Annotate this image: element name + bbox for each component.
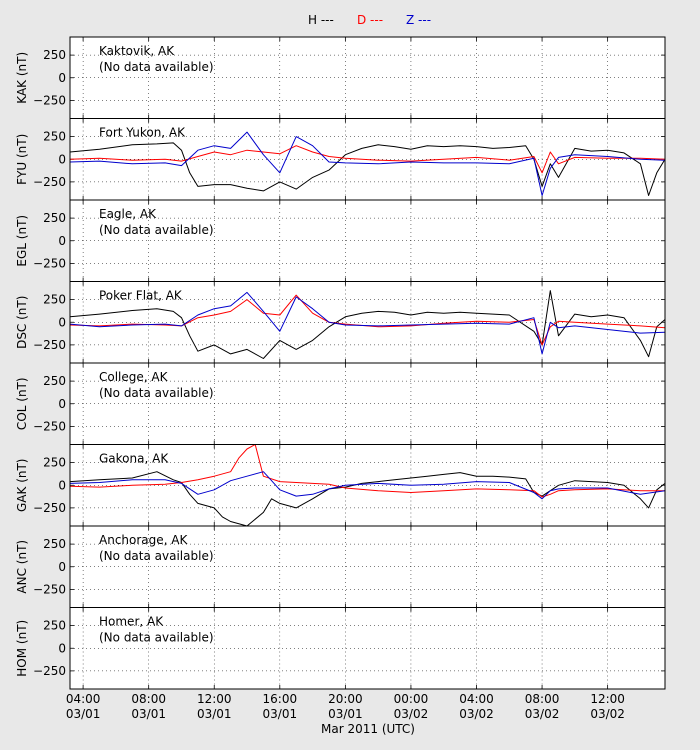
y-axis-label: COL (nT) — [15, 377, 29, 430]
series-group — [70, 290, 665, 359]
x-tick-label-time: 12:00 — [197, 692, 232, 706]
legend-z-label: Z --- — [406, 13, 431, 27]
x-tick-label-date: 03/02 — [525, 707, 560, 721]
x-tick-label-time: 00:00 — [394, 692, 429, 706]
panel: −250 0 250 College, AK (No data available) CO… — [15, 362, 666, 445]
series-line — [70, 145, 665, 174]
y-tick-label: −250 — [33, 338, 66, 352]
panel: −250 0 250 Homer, AK (No data available) HOM … — [15, 607, 666, 690]
station-label: College, AK — [99, 370, 169, 384]
y-tick-label: 250 — [43, 48, 66, 62]
y-tick-label: 250 — [43, 130, 66, 144]
station-label: Kaktovik, AK — [99, 44, 175, 58]
y-axis-label: GAK (nT) — [15, 459, 29, 513]
x-tick-label-date: 03/02 — [459, 707, 494, 721]
y-tick-label: 250 — [43, 374, 66, 388]
y-tick-label: −250 — [33, 175, 66, 189]
panel-background — [70, 37, 665, 119]
y-tick-label: 250 — [43, 456, 66, 470]
y-tick-label: −250 — [33, 501, 66, 515]
legend-h-label: H --- — [308, 13, 334, 27]
y-tick-label: 0 — [58, 71, 66, 85]
panel: −250 0 250 Kaktovik, AK (No data available) K… — [15, 36, 666, 119]
y-tick-label: 250 — [43, 537, 66, 551]
station-label: Poker Flat, AK — [99, 289, 183, 303]
series-line — [70, 142, 665, 196]
panels: −250 0 250 Kaktovik, AK (No data available) K… — [15, 36, 666, 690]
y-tick-label: −250 — [33, 664, 66, 678]
y-axis-label: ANC (nT) — [15, 540, 29, 594]
y-tick-label: 250 — [43, 293, 66, 307]
y-axis-label: EGL (nT) — [15, 215, 29, 267]
y-tick-label: 0 — [58, 641, 66, 655]
x-tick-label-date: 03/01 — [328, 707, 363, 721]
no-data-note: (No data available) — [99, 386, 214, 400]
panel: −250 0 250 Fort Yukon, AK FYU (nT) — [15, 118, 666, 201]
y-tick-label: 0 — [58, 560, 66, 574]
y-axis-label: HOM (nT) — [15, 620, 29, 677]
x-tick-label-date: 03/01 — [263, 707, 298, 721]
x-tick-label-date: 03/02 — [394, 707, 429, 721]
x-tick-label-date: 03/01 — [66, 707, 101, 721]
x-axis-label: Mar 2011 (UTC) — [321, 722, 415, 736]
y-tick-label: 0 — [58, 478, 66, 492]
series-group — [70, 444, 665, 526]
x-tick-label-time: 04:00 — [459, 692, 494, 706]
station-label: Homer, AK — [99, 615, 164, 629]
y-tick-label: 0 — [58, 234, 66, 248]
y-tick-label: 0 — [58, 397, 66, 411]
panel-background — [70, 444, 665, 526]
x-tick-label-date: 03/01 — [131, 707, 166, 721]
panel-background — [70, 607, 665, 689]
legend-d-label: D --- — [357, 13, 383, 27]
legend: H --- D --- Z --- — [308, 13, 431, 27]
series-line — [70, 290, 665, 359]
x-tick-label-time: 12:00 — [590, 692, 625, 706]
y-tick-label: −250 — [33, 419, 66, 433]
series-line — [70, 444, 665, 498]
station-label: Gakona, AK — [99, 452, 169, 466]
panel-background — [70, 526, 665, 608]
station-label: Eagle, AK — [99, 207, 157, 221]
x-axis: 04:0003/0108:0003/0112:0003/0116:0003/01… — [66, 692, 625, 721]
y-axis-label: KAK (nT) — [15, 52, 29, 104]
panel-frame — [69, 607, 666, 690]
x-tick-label-date: 03/02 — [590, 707, 625, 721]
x-tick-label-time: 04:00 — [66, 692, 101, 706]
station-label: Fort Yukon, AK — [99, 126, 186, 140]
series-group — [70, 131, 665, 196]
panel-background — [70, 363, 665, 445]
no-data-note: (No data available) — [99, 223, 214, 237]
y-tick-label: 0 — [58, 315, 66, 329]
y-tick-label: 250 — [43, 211, 66, 225]
panel: −250 0 250 Anchorage, AK (No data available)… — [15, 525, 666, 608]
y-tick-label: −250 — [33, 582, 66, 596]
y-tick-label: 250 — [43, 619, 66, 633]
y-axis-label: FYU (nT) — [15, 134, 29, 185]
x-tick-label-date: 03/01 — [197, 707, 232, 721]
series-line — [70, 471, 665, 500]
no-data-note: (No data available) — [99, 549, 214, 563]
panel-background — [70, 200, 665, 282]
y-tick-label: 0 — [58, 152, 66, 166]
y-tick-label: −250 — [33, 256, 66, 270]
x-tick-label-time: 20:00 — [328, 692, 363, 706]
station-label: Anchorage, AK — [99, 533, 188, 547]
no-data-note: (No data available) — [99, 631, 214, 645]
no-data-note: (No data available) — [99, 60, 214, 74]
x-tick-label-time: 08:00 — [525, 692, 560, 706]
panel: −250 0 250 Poker Flat, AK DSC (nT) — [15, 281, 666, 364]
panel: −250 0 250 Gakona, AK GAK (nT) — [15, 444, 666, 527]
series-line — [70, 291, 665, 355]
y-axis-label: DSC (nT) — [15, 296, 29, 349]
x-tick-label-time: 16:00 — [263, 692, 298, 706]
series-line — [70, 131, 665, 196]
panel: −250 0 250 Eagle, AK (No data available) EGL … — [15, 199, 666, 282]
series-line — [70, 471, 665, 526]
x-tick-label-time: 08:00 — [131, 692, 166, 706]
y-tick-label: −250 — [33, 93, 66, 107]
